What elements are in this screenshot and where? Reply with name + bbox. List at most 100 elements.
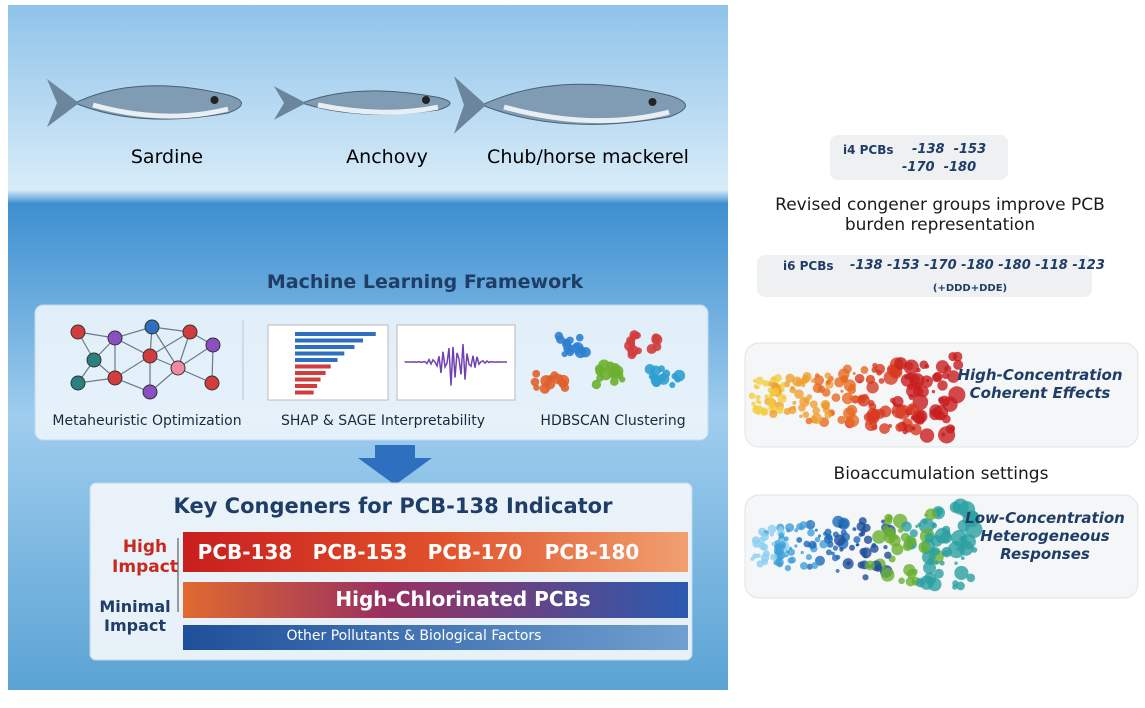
- i4-line: -170 -180: [902, 160, 977, 175]
- splash-dot: [859, 547, 868, 556]
- fish-label: Sardine: [130, 146, 204, 168]
- splash-dot: [787, 557, 794, 564]
- splash-dot: [937, 380, 948, 391]
- splash-dot: [801, 374, 811, 384]
- splash-dot: [751, 401, 756, 406]
- splash-dot: [954, 561, 958, 565]
- splash-dot: [939, 560, 945, 566]
- splash-dot: [842, 364, 852, 374]
- splash-dot: [821, 388, 831, 397]
- cluster-dot: [619, 376, 626, 383]
- node: [144, 319, 160, 335]
- splash-dot: [858, 517, 867, 526]
- splash-dot: [840, 389, 844, 393]
- splash-dot: [938, 426, 956, 444]
- splash-dot: [910, 415, 916, 421]
- splash-dot: [909, 529, 918, 538]
- splash-dot: [814, 536, 821, 543]
- splash-dot: [878, 378, 885, 384]
- splash-dot: [876, 369, 882, 376]
- other-bar: [183, 625, 688, 650]
- splash-dot: [794, 528, 799, 533]
- cluster-dot: [650, 374, 663, 387]
- fish-eye: [210, 96, 219, 104]
- splash-dot: [922, 518, 928, 525]
- node: [142, 384, 158, 400]
- congener: PCB-138: [197, 540, 293, 564]
- splash-dot: [748, 392, 756, 400]
- splash-dot: [868, 402, 877, 411]
- splash-dot: [760, 531, 766, 537]
- splash-dot: [812, 542, 816, 546]
- node: [170, 360, 186, 376]
- minimal-impact: Minimal Impact: [99, 597, 171, 636]
- splash-dot: [837, 415, 846, 425]
- splash-dot: [852, 371, 856, 375]
- i6-box: [757, 255, 1092, 297]
- splash-dot: [840, 529, 847, 536]
- chart-bar: [295, 384, 318, 388]
- splash-dot: [825, 379, 831, 385]
- chart-bar: [295, 358, 338, 362]
- splash-dot: [831, 551, 835, 556]
- splash-dot: [927, 577, 935, 584]
- splash-dot: [947, 541, 965, 559]
- splash-dot: [752, 553, 758, 559]
- cluster-dot: [563, 342, 572, 352]
- splash-dot: [875, 408, 886, 419]
- splash-dot: [785, 550, 790, 554]
- node: [86, 352, 102, 368]
- node: [204, 375, 220, 391]
- i6-congeners: -138 -153 -170 -180 -180 -118 -123: [850, 258, 1105, 273]
- fish-belly: [92, 102, 229, 119]
- splash-dot: [762, 380, 770, 387]
- splash-dot: [770, 553, 778, 561]
- splash-dot: [929, 408, 941, 421]
- settings: Bioaccumulation settings: [833, 464, 1049, 484]
- splash-dot: [952, 351, 963, 362]
- splash-dot: [904, 374, 909, 380]
- splash-dot: [846, 560, 851, 566]
- congener: PCB-153: [312, 540, 408, 564]
- splash-dot: [814, 373, 820, 378]
- splash-dot: [825, 549, 832, 556]
- chart-frame: [267, 324, 389, 401]
- cluster-dot: [662, 369, 671, 378]
- framework-title: Machine Learning Framework: [266, 271, 584, 293]
- splash-dot: [771, 387, 779, 396]
- splash-dot: [931, 389, 936, 394]
- splash-dot: [780, 381, 786, 387]
- splash-dot: [865, 560, 875, 571]
- splash-dot: [887, 367, 891, 371]
- splash-dot: [799, 414, 803, 419]
- splash-dot: [847, 385, 857, 395]
- splash-dot: [784, 564, 792, 572]
- splash-dot: [911, 426, 916, 431]
- splash-dot: [849, 544, 856, 551]
- splash-dot: [796, 536, 803, 543]
- splash-dot: [817, 534, 822, 538]
- splash-dot: [917, 523, 922, 527]
- splash-dot: [788, 546, 793, 551]
- splash-dot: [846, 404, 858, 416]
- splash-dot: [906, 384, 920, 398]
- splash-dot: [909, 373, 925, 388]
- splash-dot: [862, 523, 871, 532]
- splash-dot: [863, 535, 873, 544]
- splash-dot: [769, 409, 778, 419]
- splash-dot: [900, 532, 911, 543]
- splash-dot: [813, 375, 825, 386]
- splash-dot: [897, 527, 904, 533]
- splash-dot: [824, 411, 832, 419]
- method-label: SHAP & SAGE Interpretability: [280, 413, 486, 429]
- fish-label: Chub/horse mackerel: [487, 146, 689, 168]
- splash-dot: [901, 521, 912, 532]
- splash-dot: [764, 394, 769, 399]
- splash-dot: [783, 408, 791, 415]
- splash-dot: [769, 532, 774, 537]
- splash-dot: [840, 375, 848, 383]
- chart-bar: [295, 390, 314, 395]
- splash-dot: [902, 428, 908, 435]
- high-bar: [183, 532, 688, 572]
